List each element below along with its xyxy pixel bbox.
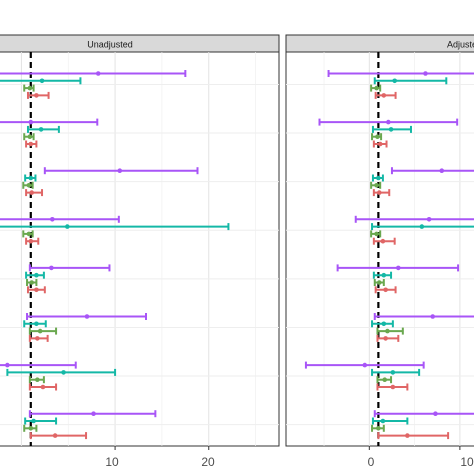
point-estimate (376, 280, 382, 285)
point-estimate (27, 134, 33, 139)
point-estimate (29, 190, 35, 195)
point-estimate (386, 119, 391, 125)
point-estimate (40, 384, 46, 390)
strip-background-unadjusted (0, 34, 280, 53)
point-estimate (376, 175, 381, 181)
point-estimate (423, 71, 428, 76)
intervals-adjusted (304, 52, 474, 450)
strip-background-adjusted (285, 34, 474, 53)
point-estimate (419, 224, 425, 229)
point-estimate (439, 168, 445, 173)
panel-unadjusted: Unadjusted 10 20 (0, 34, 280, 469)
point-estimate (375, 134, 380, 139)
point-estimate (61, 370, 66, 375)
x-tick-label-20: 20 (201, 455, 215, 469)
x-tick-label-0: 0 (368, 455, 375, 469)
point-estimate (27, 85, 33, 91)
point-estimate (91, 411, 96, 417)
grid-unadjusted (0, 52, 279, 446)
point-estimate (377, 141, 383, 147)
point-estimate (383, 287, 388, 293)
point-estimate (430, 314, 436, 319)
point-estimate (49, 265, 54, 271)
point-estimate (34, 93, 39, 98)
grid-adjusted (286, 52, 474, 446)
strip-label-adjusted: Adjuste (447, 40, 474, 50)
point-estimate (28, 426, 34, 431)
point-estimate (84, 314, 90, 319)
plot-area-unadjusted (0, 51, 280, 447)
point-estimate (381, 272, 387, 278)
point-estimate (65, 224, 70, 229)
point-estimate (362, 362, 368, 368)
point-estimate (35, 377, 40, 383)
point-estimate (29, 280, 35, 285)
point-estimate (26, 231, 32, 237)
point-estimate (117, 168, 123, 173)
point-estimate (390, 384, 396, 390)
point-estimate (28, 175, 34, 181)
point-estimate (28, 238, 34, 244)
point-estimate (376, 426, 381, 431)
point-estimate (37, 328, 43, 334)
point-estimate (374, 85, 379, 91)
point-estimate (31, 418, 36, 424)
point-estimate (374, 231, 379, 237)
point-estimate (28, 141, 34, 147)
point-estimate (5, 362, 10, 368)
x-tick-label-10-adjusted: 10 (460, 455, 474, 469)
point-estimate (95, 71, 101, 76)
point-estimate (380, 238, 386, 244)
point-estimate (392, 78, 397, 84)
point-estimate (38, 127, 44, 132)
point-estimate (381, 321, 387, 327)
point-estimate (50, 217, 55, 222)
point-estimate (388, 127, 394, 132)
point-estimate (39, 78, 45, 84)
point-estimate (34, 287, 39, 293)
point-estimate (385, 328, 390, 334)
x-tick-label-10: 10 (105, 455, 119, 469)
point-estimate (380, 418, 386, 424)
point-estimate (381, 93, 387, 98)
point-estimate (426, 217, 432, 222)
point-estimate (28, 119, 34, 125)
point-estimate (382, 377, 388, 383)
point-estimate (52, 433, 58, 438)
panel-adjusted: Adjuste 0 10 (285, 34, 474, 469)
point-estimate (374, 183, 379, 188)
point-estimate (433, 411, 438, 417)
point-estimate (383, 336, 388, 341)
point-estimate (34, 321, 39, 327)
intervals-unadjusted (0, 52, 230, 450)
point-estimate (390, 370, 396, 375)
strip-label-unadjusted: Unadjusted (87, 40, 133, 50)
point-estimate (35, 336, 40, 341)
point-estimate (26, 183, 32, 188)
point-estimate (405, 433, 410, 438)
point-estimate (34, 272, 39, 278)
point-estimate (396, 265, 401, 271)
point-estimate (376, 190, 382, 195)
